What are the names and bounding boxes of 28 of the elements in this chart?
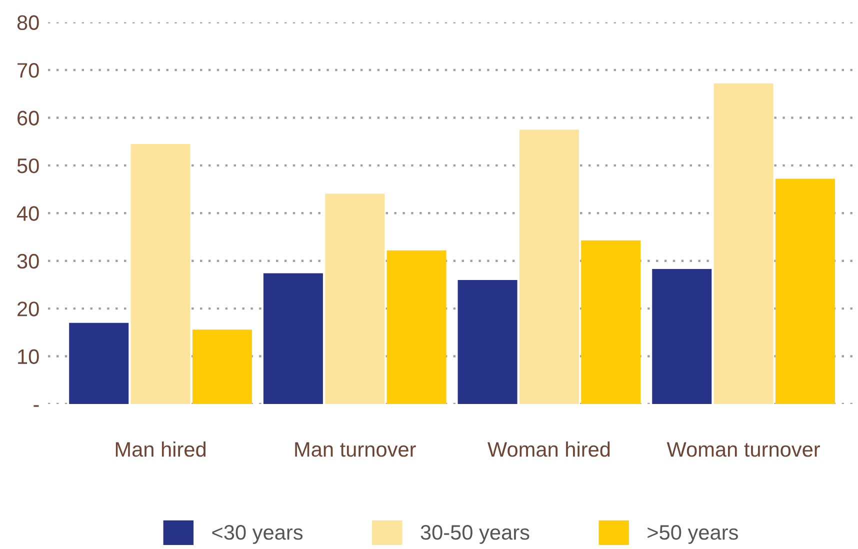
y-tick-label: 20 xyxy=(18,302,39,316)
y-tick-label: 40 xyxy=(16,206,39,221)
y-tick-label: 70 xyxy=(18,63,39,78)
y-tick-label: 80 xyxy=(17,15,39,30)
bar xyxy=(581,240,641,404)
legend-label: <30 years xyxy=(212,525,303,544)
bar xyxy=(458,280,518,404)
bar xyxy=(263,273,323,404)
bar xyxy=(325,194,385,404)
bar xyxy=(192,330,252,404)
bar xyxy=(69,322,129,404)
legend-label: 30-50 years xyxy=(420,525,530,544)
bar xyxy=(714,83,774,404)
bar xyxy=(775,178,835,404)
x-tick-label: Woman turnover xyxy=(666,442,820,457)
x-tick-label: Man hired xyxy=(116,442,206,457)
x-tick-label: Man turnover xyxy=(295,442,416,457)
y-tick-label: 10 xyxy=(18,349,39,364)
bar xyxy=(130,144,190,404)
y-tick-label: 30 xyxy=(17,254,39,269)
x-tick-label: Woman hired xyxy=(488,442,610,457)
y-tick-label: 60 xyxy=(18,110,39,126)
bar xyxy=(386,250,446,404)
legend-label: >50 years xyxy=(648,525,738,544)
bar xyxy=(652,268,712,404)
y-tick-label: 50 xyxy=(17,158,39,174)
bar xyxy=(519,130,579,404)
y-tick-label: - xyxy=(34,405,39,407)
